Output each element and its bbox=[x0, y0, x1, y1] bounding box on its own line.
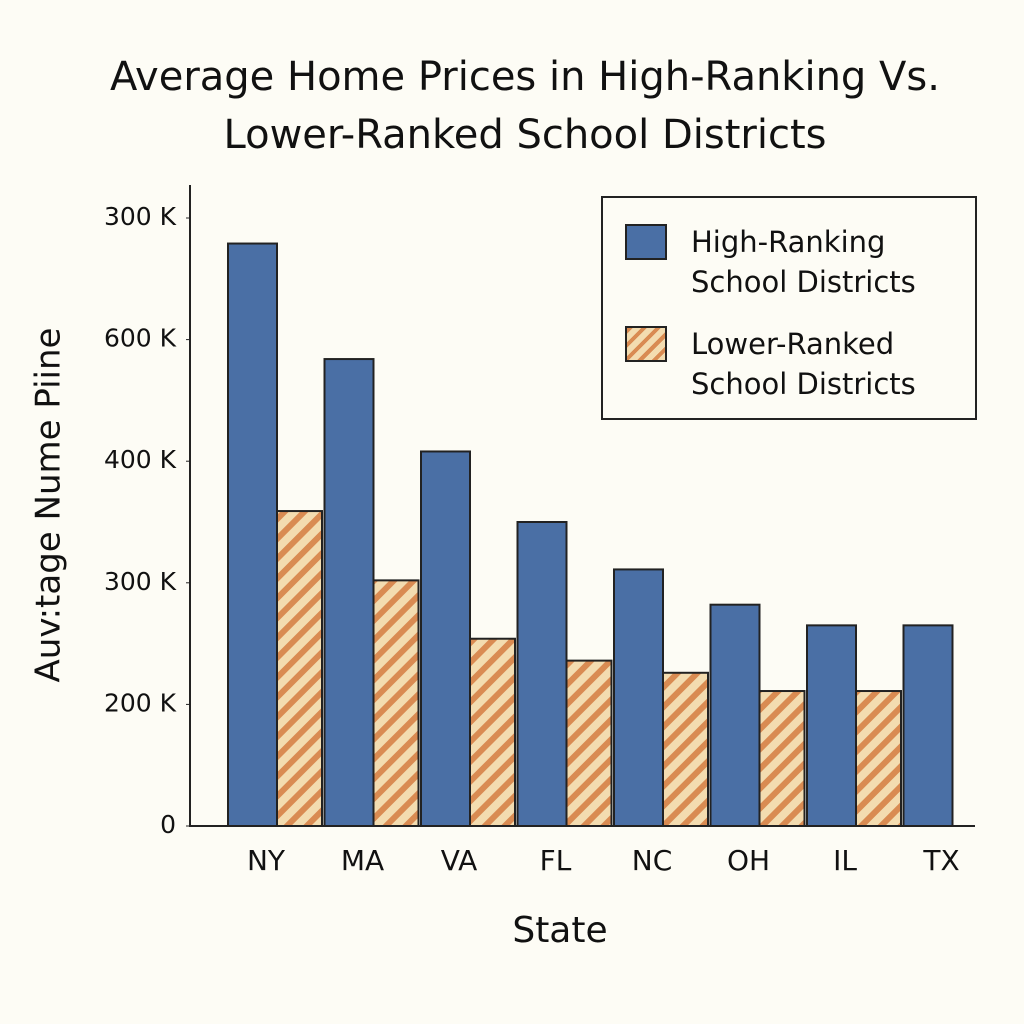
legend-swatch bbox=[625, 224, 667, 260]
bar bbox=[516, 521, 568, 827]
x-axis-label: State bbox=[512, 910, 607, 951]
legend-item: Lower-Ranked School Districts bbox=[625, 324, 965, 414]
bar bbox=[855, 690, 902, 827]
bar bbox=[758, 690, 806, 827]
x-tick-label: TX bbox=[922, 844, 959, 877]
x-tick-label: FL bbox=[540, 844, 572, 877]
x-tick-label: NC bbox=[632, 844, 673, 877]
y-tick-label: 400 K bbox=[104, 445, 177, 474]
legend-swatch bbox=[625, 326, 667, 362]
bar bbox=[227, 242, 278, 827]
x-tick-label: VA bbox=[441, 844, 478, 877]
y-tick-label: 300 K bbox=[104, 202, 177, 231]
bar bbox=[469, 637, 516, 828]
y-tick-label: 600 K bbox=[104, 324, 177, 353]
y-tick-label: 200 K bbox=[104, 688, 177, 717]
y-tick-label: 0 bbox=[160, 810, 176, 839]
legend: High-Ranking School Districts Lower-Rank… bbox=[601, 196, 977, 420]
x-tick-label: OH bbox=[727, 844, 770, 877]
bar bbox=[902, 624, 954, 827]
bar bbox=[565, 659, 613, 828]
x-tick-label: MA bbox=[341, 844, 384, 877]
legend-label: Lower-Ranked School Districts bbox=[691, 327, 916, 401]
bar bbox=[709, 603, 761, 827]
legend-item: High-Ranking School Districts bbox=[625, 222, 965, 312]
y-tick-label: 300 K bbox=[104, 567, 177, 596]
bar bbox=[276, 510, 323, 827]
legend-label: High-Ranking School Districts bbox=[691, 225, 916, 299]
bar bbox=[420, 450, 471, 827]
y-axis-label: Auv:tage Nume Piine bbox=[29, 328, 69, 683]
bar bbox=[323, 358, 375, 827]
chart-title: Average Home Prices in High-Ranking Vs. … bbox=[110, 54, 940, 158]
x-tick-label: IL bbox=[833, 844, 857, 877]
bar bbox=[662, 671, 709, 827]
bar bbox=[372, 579, 420, 827]
bar bbox=[806, 624, 857, 827]
x-tick-label: NY bbox=[247, 844, 286, 877]
bar bbox=[613, 568, 664, 827]
